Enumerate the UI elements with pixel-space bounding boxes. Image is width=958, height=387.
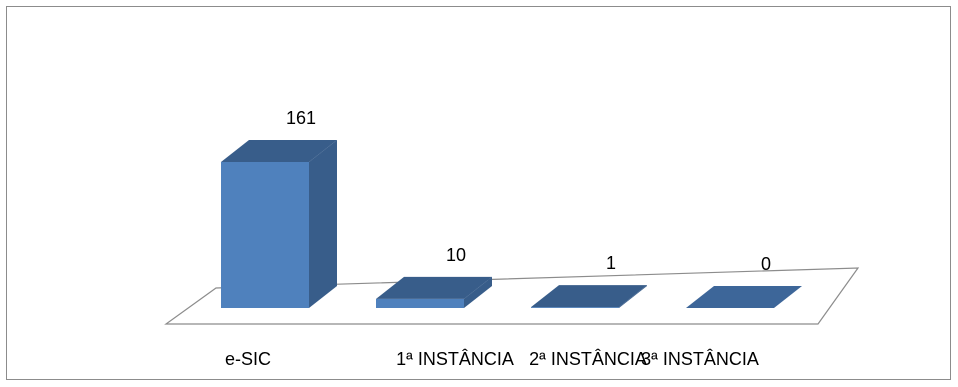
category-label: e-SIC <box>225 349 271 369</box>
value-label: 0 <box>761 254 771 274</box>
bar-top-face <box>376 276 492 299</box>
bar-front-face <box>221 162 309 308</box>
bar-3 <box>531 285 647 308</box>
bar-side-face <box>309 140 337 308</box>
category-label: 1ª INSTÂNCIA <box>396 349 514 369</box>
bar-top-face <box>221 140 337 162</box>
bars-group <box>221 140 802 308</box>
chart-floor <box>164 267 860 325</box>
bar-2 <box>376 276 492 308</box>
category-label: 3ª INSTÂNCIA <box>641 349 759 369</box>
labels-group: 161 e-SIC 10 1ª INSTÂNCIA 1 2ª INSTÂNCIA 0 3ª I… <box>225 108 771 369</box>
bar-4 <box>686 286 802 308</box>
bar-front-face <box>531 307 619 308</box>
bar-side-face <box>619 285 647 308</box>
category-label: 2ª INSTÂNCIA <box>529 349 647 369</box>
bar-1 <box>221 140 337 308</box>
value-label: 10 <box>446 245 466 265</box>
bar-top-face <box>686 286 802 308</box>
value-label: 161 <box>286 108 316 128</box>
bar-side-face <box>464 276 492 308</box>
value-label: 1 <box>606 253 616 273</box>
bar-front-face <box>376 298 464 308</box>
bar-top-face <box>531 285 647 308</box>
